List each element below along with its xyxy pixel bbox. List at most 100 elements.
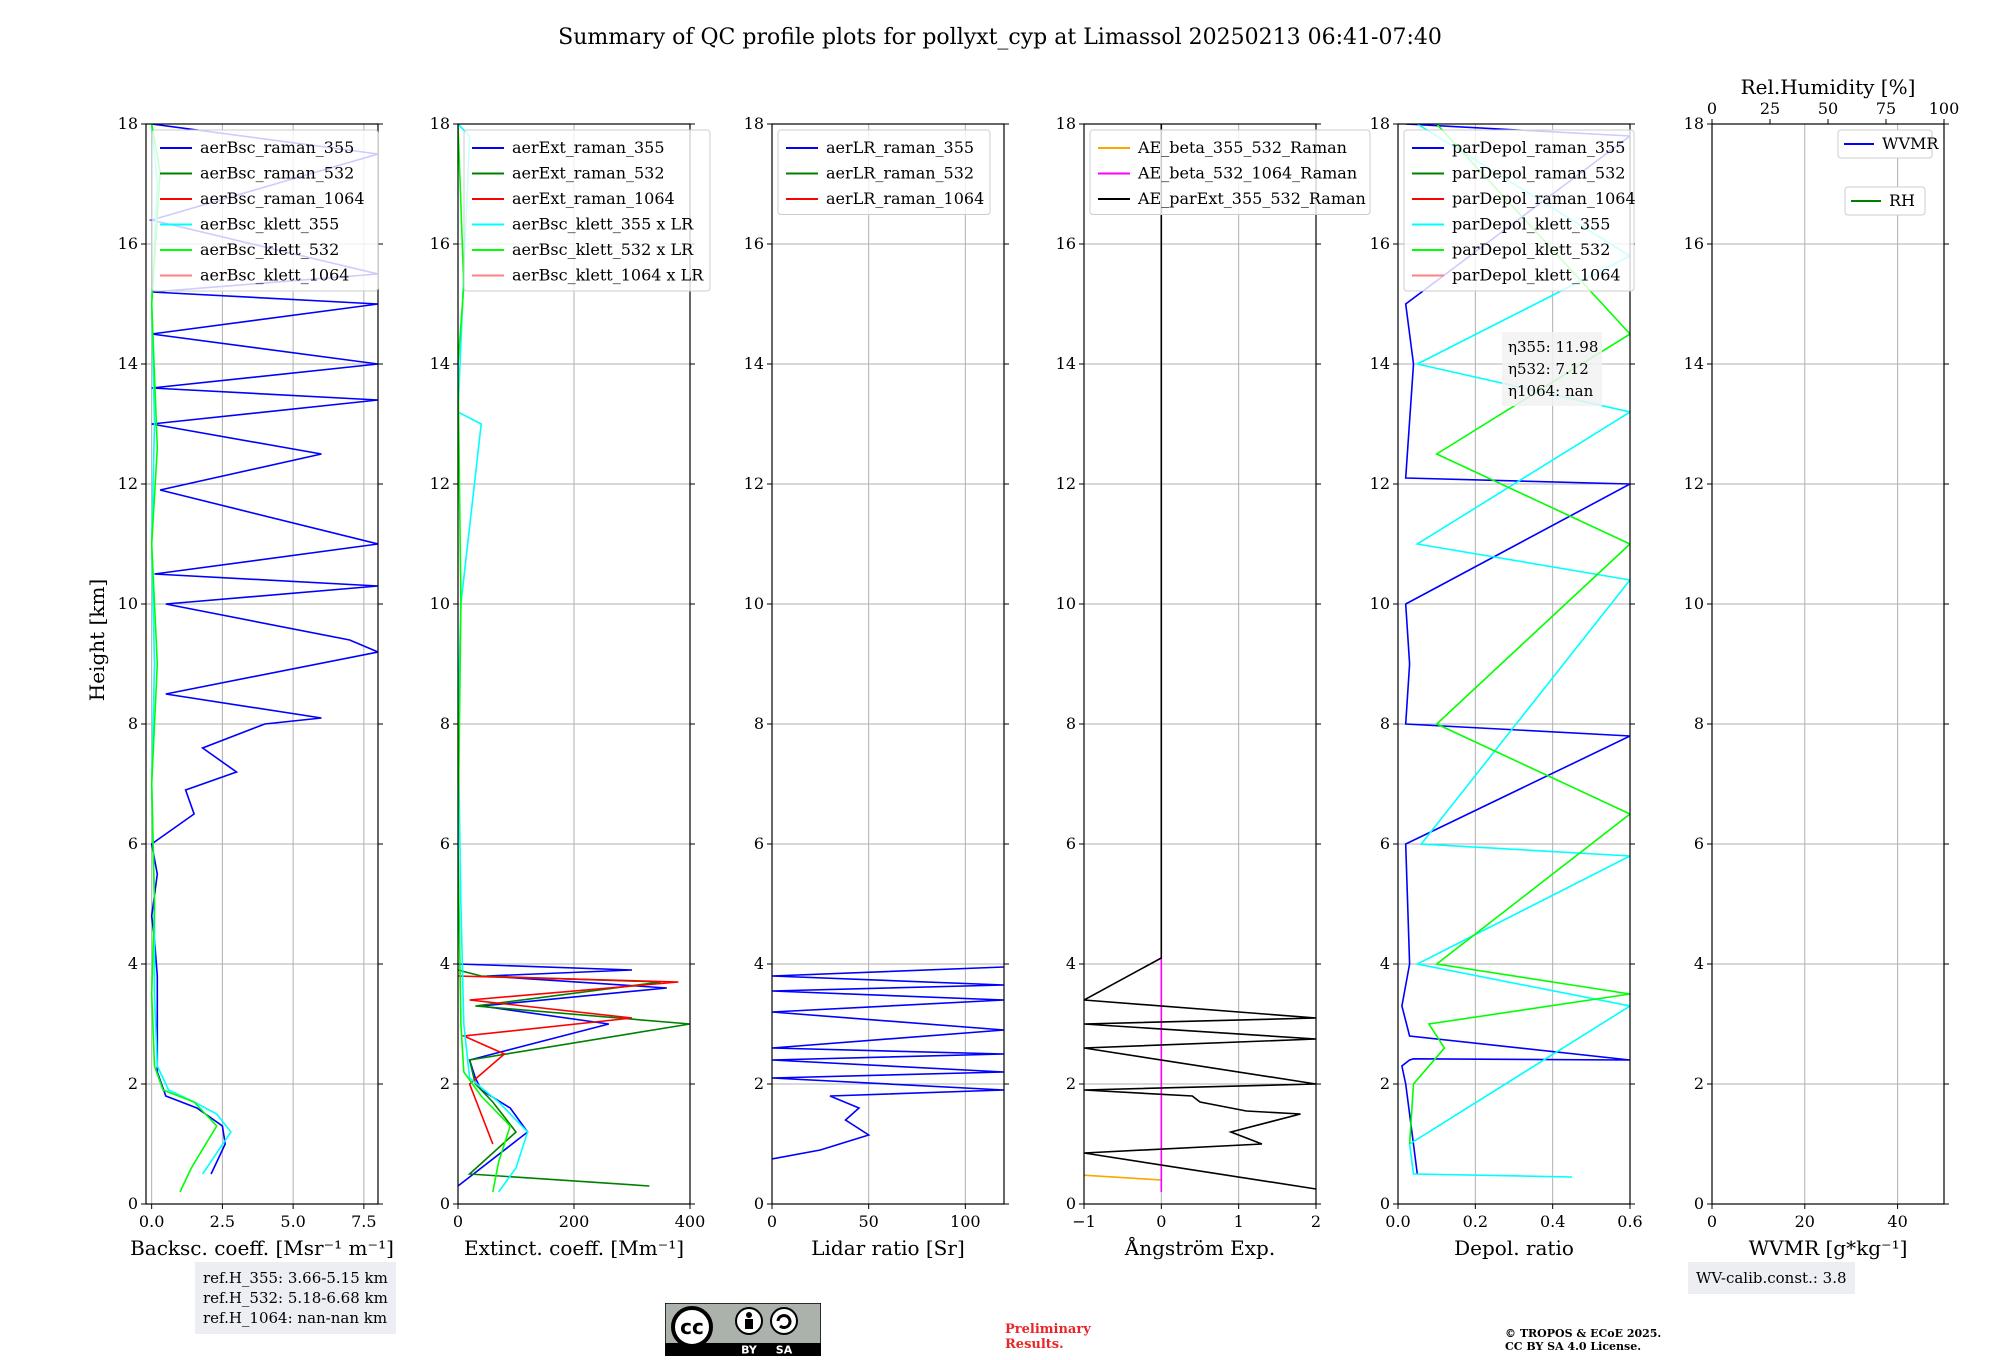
series-line-aerExt_raman_355 — [458, 963, 667, 1187]
panel-backscatter: 0 2 4 6 8 10 12 14 16 18 0.0 2.5 5.0 7.5 Backsc. coeff… — [118, 114, 394, 1260]
y-tick-label: 10 — [1056, 594, 1076, 613]
x-axis-label: Backsc. coeff. [Msr⁻¹ m⁻¹] — [130, 1236, 394, 1260]
y-tick-label: 4 — [1694, 954, 1704, 973]
axes-frame — [1083, 123, 1317, 1205]
legend-entry: aerBsc_klett_1064 x LR — [512, 266, 704, 285]
x-axis-label: Lidar ratio [Sr] — [811, 1236, 965, 1260]
y-tick-label: 8 — [440, 714, 450, 733]
x-tick-label: 0 — [767, 1212, 777, 1231]
y-tick-label: 6 — [1380, 834, 1390, 853]
series-line-aerLR_raman_355 — [772, 966, 1004, 1160]
preliminary-notice: Preliminary Results. — [1005, 1322, 1091, 1352]
y-tick-label: 0 — [1380, 1194, 1390, 1213]
legend-entry: aerBsc_raman_355 — [200, 138, 354, 157]
eta-annotation-box — [1502, 332, 1602, 406]
legend-entry: AE_beta_355_532_Raman — [1137, 138, 1347, 157]
x-tick-label: 2.5 — [210, 1212, 235, 1231]
legend-entry: WVMR — [1882, 134, 1939, 153]
y-tick-label: 8 — [1380, 714, 1390, 733]
x-tick-label: 40 — [1887, 1212, 1907, 1231]
legend-entry: aerBsc_klett_355 — [200, 215, 339, 234]
y-tick-label: 4 — [754, 954, 764, 973]
y-tick-label: 2 — [1380, 1074, 1390, 1093]
legend-entry: parDepol_raman_355 — [1452, 138, 1625, 157]
legend-entry: aerBsc_raman_532 — [200, 164, 354, 183]
legend-entry: aerBsc_klett_532 x LR — [512, 240, 694, 259]
ref-h-1064: ref.H_1064: nan-nan km — [203, 1309, 388, 1327]
y-axis-label: Height [km] — [85, 579, 109, 701]
panel-lidar_ratio: 0 2 4 6 8 10 12 14 16 18 0 50 100 Lidar ratio [Sr] aer… — [744, 114, 1009, 1260]
y-tick-label: 16 — [1684, 234, 1704, 253]
x-axis-label: Ångström Exp. — [1124, 1235, 1275, 1260]
y-tick-label: 4 — [1066, 954, 1076, 973]
copyright-notice: © TROPOS & ECoE 2025. CC BY SA 4.0 Licen… — [1505, 1327, 1662, 1353]
x-tick-label: 400 — [675, 1212, 706, 1231]
figure-title: Summary of QC profile plots for pollyxt_… — [558, 25, 1442, 50]
x-tick-label: 0.0 — [139, 1212, 164, 1231]
legend-entry: aerBsc_klett_355 x LR — [512, 215, 694, 234]
panel-depolarization: 0 2 4 6 8 10 12 14 16 18 0.0 0.2 0.4 0.6 Depol. ratio p… — [1370, 114, 1643, 1260]
series-line-AE_parExt_355_532_Raman — [1084, 124, 1316, 1190]
y-tick-label: 10 — [744, 594, 764, 613]
y-tick-label: 2 — [440, 1074, 450, 1093]
axes-frame — [1711, 123, 1945, 1205]
axes-frame — [1397, 123, 1631, 1205]
eta-annotation: η532: 7.12 — [1508, 360, 1589, 378]
legend-frame — [1403, 129, 1635, 292]
y-tick-label: 18 — [118, 114, 138, 133]
y-tick-label: 10 — [118, 594, 138, 613]
y-tick-label: 18 — [1370, 114, 1390, 133]
legend-entry: aerBsc_klett_532 — [200, 240, 339, 259]
wv-calib-const: WV-calib.const.: 3.8 — [1696, 1269, 1847, 1287]
y-tick-label: 12 — [744, 474, 764, 493]
y-tick-label: 4 — [1380, 954, 1390, 973]
series-line-aerBsc_klett_532 — [150, 124, 218, 1193]
legend-frame — [151, 129, 379, 292]
legend-frame — [1089, 129, 1371, 215]
x-tick-label: 1 — [1234, 1212, 1244, 1231]
x-tick-label: 200 — [559, 1212, 590, 1231]
y-tick-label: 8 — [754, 714, 764, 733]
legend-entry: parDepol_raman_532 — [1452, 164, 1625, 183]
y-tick-label: 12 — [1684, 474, 1704, 493]
x-axis-label: Extinct. coeff. [Mm⁻¹] — [464, 1236, 684, 1260]
x-axis-label: Depol. ratio — [1454, 1236, 1574, 1260]
y-tick-label: 8 — [1694, 714, 1704, 733]
x-tick-label: 0.2 — [1463, 1212, 1488, 1231]
series-line-aerExt_raman_1064 — [458, 975, 679, 1145]
legend-entry: aerExt_raman_355 — [512, 138, 665, 157]
y-tick-label: 18 — [1684, 114, 1704, 133]
eta-annotation: η1064: nan — [1508, 382, 1594, 400]
legend-entry: AE_beta_532_1064_Raman — [1137, 164, 1357, 183]
y-tick-label: 12 — [1056, 474, 1076, 493]
x-tick-label: 100 — [950, 1212, 981, 1231]
by-label: BY — [741, 1344, 758, 1357]
axes-frame — [771, 123, 1005, 1205]
y-tick-label: 18 — [1056, 114, 1076, 133]
series-line-aerBsc_raman_355 — [148, 124, 378, 1175]
legend-frame — [1844, 186, 1926, 216]
y-tick-label: 14 — [1684, 354, 1704, 373]
series-line-AE_beta_355_532_Raman — [1084, 964, 1163, 1181]
top-x-tick-label: 75 — [1876, 99, 1896, 118]
sa-share-icon — [770, 1307, 798, 1335]
legend-frame — [1837, 129, 1933, 159]
x-tick-label: 2 — [1311, 1212, 1321, 1231]
ref-h-532: ref.H_532: 5.18-6.68 km — [203, 1289, 388, 1307]
cc-icon-text: cc — [680, 1315, 704, 1339]
badge-footer — [665, 1343, 821, 1356]
y-tick-label: 2 — [754, 1074, 764, 1093]
y-tick-label: 16 — [1056, 234, 1076, 253]
y-tick-label: 2 — [128, 1074, 138, 1093]
series-line-parDepol_klett_532 — [1408, 124, 1630, 1145]
x-tick-label: 7.5 — [351, 1212, 376, 1231]
y-tick-label: 0 — [754, 1194, 764, 1213]
cc-icon — [671, 1306, 713, 1348]
cc-by-sa-badge: cc BY SA — [665, 1303, 821, 1356]
legend-entry: aerBsc_klett_1064 — [200, 266, 349, 285]
y-tick-label: 12 — [1370, 474, 1390, 493]
x-tick-label: 0 — [453, 1212, 463, 1231]
ref-h-355: ref.H_355: 3.66-5.15 km — [203, 1269, 388, 1287]
series-line-aerBsc_klett_532 x LR — [458, 124, 512, 1193]
